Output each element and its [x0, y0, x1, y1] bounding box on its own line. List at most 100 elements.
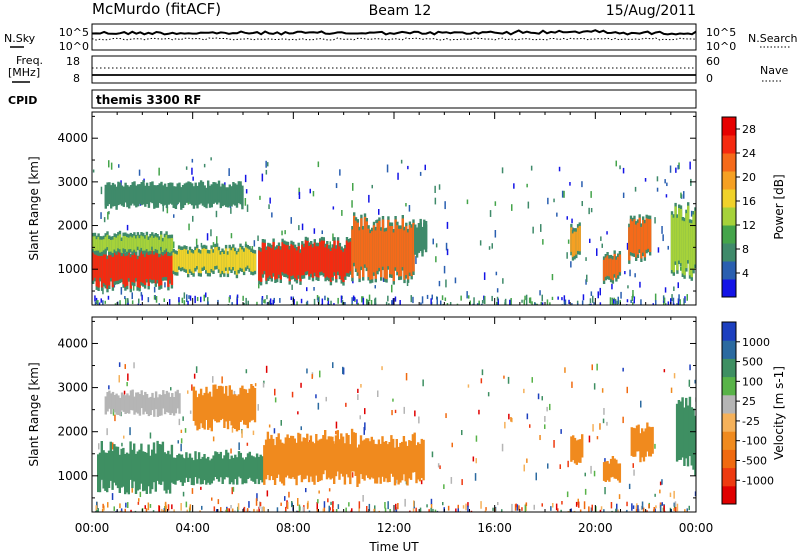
scatter-cell: [484, 510, 487, 512]
scatter-cell: [306, 368, 308, 374]
echo-cell: [399, 228, 403, 277]
scatter-cell: [444, 201, 446, 210]
scatter-cell: [140, 292, 143, 297]
echo-cell: [168, 454, 172, 494]
scatter-cell: [263, 380, 265, 384]
y-tick-label: 3000: [57, 175, 88, 189]
scatter-cell: [670, 298, 672, 304]
echo-cell: [581, 434, 584, 458]
colorbar-frame: [721, 321, 737, 505]
colorbar-swatch: [722, 413, 736, 432]
echo-cell: [203, 188, 206, 204]
scatter-cell: [405, 373, 408, 381]
scatter-cell: [302, 506, 305, 512]
scatter-cell: [572, 227, 574, 232]
colorbar-swatch: [722, 135, 736, 154]
echo-cell: [274, 250, 277, 280]
scatter-cell: [323, 501, 326, 508]
scatter-cell: [352, 183, 354, 191]
echo-cell: [104, 452, 107, 491]
scatter-cell: [265, 365, 268, 373]
scatter-cell: [599, 287, 601, 296]
scatter-cell: [268, 300, 271, 305]
scatter-cell: [330, 511, 332, 512]
scatter-cell: [263, 299, 265, 303]
scatter-cell: [553, 198, 555, 203]
echo-cell: [308, 245, 311, 277]
scatter-cell: [596, 436, 599, 440]
scatter-cell: [619, 165, 621, 170]
colorbar-tick-label: 100: [742, 375, 763, 388]
scatter-cell: [330, 501, 332, 505]
echo-cell: [235, 188, 239, 205]
echo-cell: [383, 231, 386, 279]
echo-cell: [226, 395, 230, 430]
echo-cell: [385, 231, 388, 280]
scatter-cell: [646, 510, 648, 512]
echo-cell: [293, 438, 296, 480]
scatter-cell: [329, 507, 331, 511]
colorbar-swatch: [722, 467, 736, 487]
scatter-cell: [495, 271, 498, 276]
scatter-cell: [418, 416, 420, 424]
scatter-cell: [185, 166, 188, 170]
scatter-cell: [688, 379, 691, 387]
scatter-cell: [112, 408, 115, 416]
scatter-cell: [662, 234, 664, 242]
scatter-cell: [395, 503, 397, 510]
echo-cell: [279, 249, 282, 280]
echo-cell: [138, 256, 141, 288]
scatter-cell: [570, 508, 572, 512]
echo-cell: [635, 224, 638, 258]
echo-cell: [365, 438, 368, 476]
echo-cell: [116, 446, 120, 489]
scatter-cell: [504, 300, 507, 305]
scatter-cell: [684, 509, 686, 512]
scatter-cell: [633, 469, 635, 476]
echo-cell: [299, 252, 302, 282]
scatter-cell: [395, 509, 397, 512]
scatter-cell: [686, 508, 688, 512]
echo-cell: [311, 441, 314, 482]
scatter-cell: [131, 292, 133, 300]
scatter-cell: [134, 510, 137, 512]
echo-cell: [163, 247, 166, 277]
nave-tick-low: 0: [706, 72, 713, 85]
scatter-cell: [560, 509, 562, 512]
echo-cell: [95, 239, 98, 251]
echo-cell: [118, 454, 121, 493]
echo-cell: [317, 246, 320, 278]
echo-cell: [268, 246, 272, 276]
echo-cell: [319, 241, 322, 273]
freq-label: Freq.: [16, 54, 43, 67]
scatter-cell: [654, 293, 657, 302]
echo-cell: [675, 403, 679, 462]
echo-cell: [183, 186, 187, 202]
colorbar-label: Power [dB]: [772, 174, 786, 239]
scatter-cell: [665, 194, 668, 198]
scatter-cell: [688, 505, 690, 511]
echo-cell: [169, 238, 172, 253]
scatter-cell: [604, 487, 606, 495]
echo-cell: [264, 439, 268, 480]
scatter-cell: [100, 212, 102, 219]
scatter-cell: [673, 490, 675, 499]
scatter-cell: [403, 406, 405, 414]
scatter-cell: [269, 298, 272, 305]
scatter-cell: [281, 230, 283, 236]
scatter-cell: [138, 498, 140, 502]
scatter-cell: [144, 505, 146, 510]
scatter-cell: [178, 297, 180, 303]
scatter-cell: [474, 473, 477, 481]
echo-cell: [160, 234, 163, 247]
scatter-cell: [101, 508, 104, 512]
echo-cell: [246, 393, 249, 429]
scatter-cell: [108, 211, 110, 215]
echo-cell: [690, 223, 693, 278]
echo-cell: [176, 254, 179, 273]
scatter-cell: [588, 506, 590, 512]
echo-cell: [386, 444, 389, 483]
scatter-cell: [187, 300, 189, 305]
scatter-cell: [541, 503, 543, 507]
echo-cell: [228, 188, 231, 203]
